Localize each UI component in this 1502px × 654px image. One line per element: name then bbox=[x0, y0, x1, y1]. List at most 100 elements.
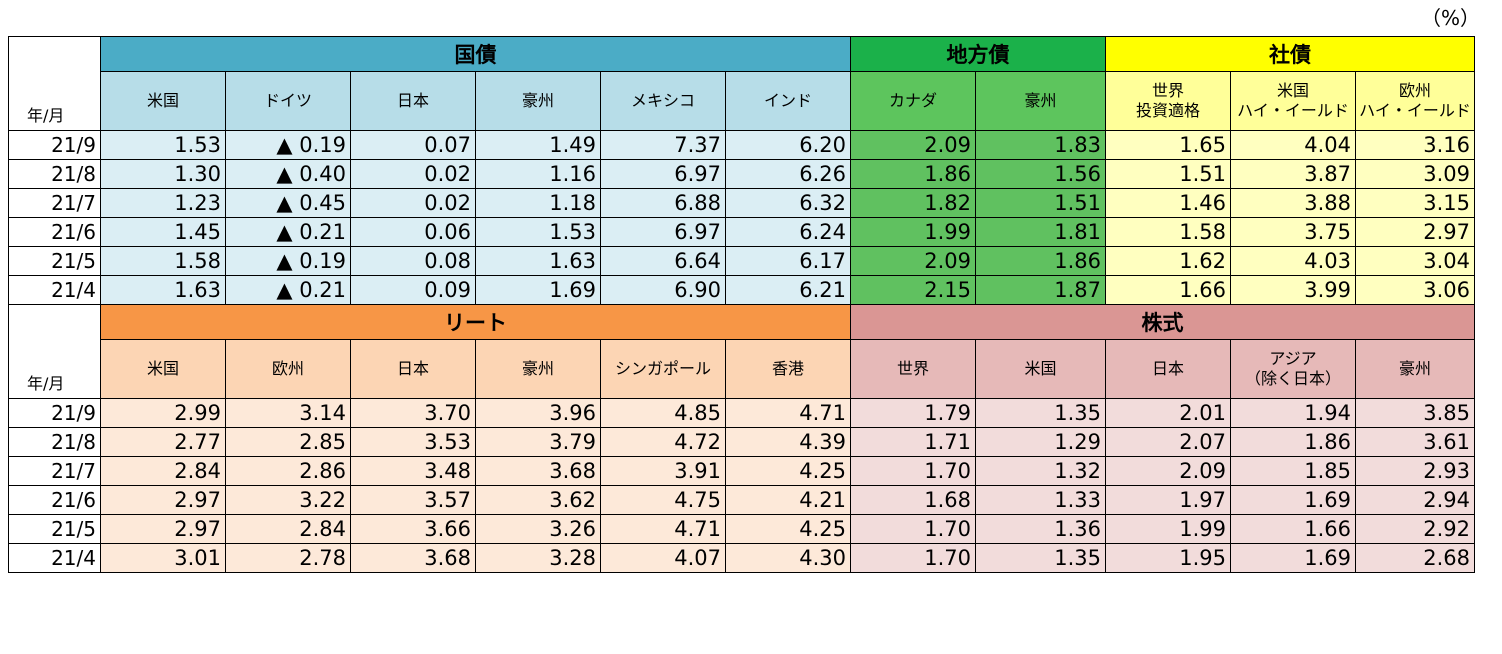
table-cell: 4.21 bbox=[725, 485, 851, 515]
table-cell: 1.86 bbox=[975, 246, 1106, 276]
table-cell: 4.07 bbox=[600, 543, 726, 573]
group-header-shasai: 社債 bbox=[1105, 36, 1475, 72]
table-cell: ▲ 0.19 bbox=[225, 246, 351, 276]
table-cell: 3.04 bbox=[1355, 246, 1475, 276]
row-label: 21/5 bbox=[8, 246, 101, 276]
table-cell: 3.66 bbox=[350, 514, 476, 544]
table-cell: 3.96 bbox=[475, 398, 601, 428]
group-header-kokusai: 国債 bbox=[100, 36, 851, 72]
table-cell: 7.37 bbox=[600, 130, 726, 160]
row-label: 21/5 bbox=[8, 514, 101, 544]
table-cell: ▲ 0.40 bbox=[225, 159, 351, 189]
table-cell: 6.17 bbox=[725, 246, 851, 276]
group-header-reit: リート bbox=[100, 304, 851, 340]
table-cell: 6.21 bbox=[725, 275, 851, 305]
table-cell: 1.87 bbox=[975, 275, 1106, 305]
table-cell: 3.14 bbox=[225, 398, 351, 428]
table-cell: 3.87 bbox=[1230, 159, 1356, 189]
table-row: 21/7 2.84 2.86 3.48 3.68 3.91 4.25 1.70 1.32 2.09… bbox=[8, 456, 1475, 486]
table-cell: 6.64 bbox=[600, 246, 726, 276]
table-cell: 1.63 bbox=[475, 246, 601, 276]
table-cell: 2.97 bbox=[1355, 217, 1475, 247]
table-cell: 1.53 bbox=[100, 130, 226, 160]
table-cell: 1.70 bbox=[850, 543, 976, 573]
table-row: 21/9 1.53 ▲ 0.19 0.07 1.49 7.37 6.20 2.09 1.83 1.… bbox=[8, 130, 1475, 160]
corner-label: 年/月 bbox=[8, 36, 101, 131]
table-cell: 1.70 bbox=[850, 514, 976, 544]
table-row: 21/6 1.45 ▲ 0.21 0.06 1.53 6.97 6.24 1.99 1.81 1.… bbox=[8, 217, 1475, 247]
column-header: 米国 bbox=[100, 71, 226, 131]
table-cell: 2.78 bbox=[225, 543, 351, 573]
table-cell: 1.51 bbox=[975, 188, 1106, 218]
table-cell: 1.18 bbox=[475, 188, 601, 218]
table-cell: ▲ 0.45 bbox=[225, 188, 351, 218]
table-cell: 2.68 bbox=[1355, 543, 1475, 573]
table-cell: 3.91 bbox=[600, 456, 726, 486]
table-cell: 2.94 bbox=[1355, 485, 1475, 515]
table-cell: 1.62 bbox=[1105, 246, 1231, 276]
table-cell: 6.97 bbox=[600, 217, 726, 247]
table-cell: 2.85 bbox=[225, 427, 351, 457]
row-label: 21/4 bbox=[8, 275, 101, 305]
table-cell: 1.23 bbox=[100, 188, 226, 218]
table-cell: 2.97 bbox=[100, 485, 226, 515]
table-cell: 6.20 bbox=[725, 130, 851, 160]
column-header: アジア （除く日本） bbox=[1230, 339, 1356, 399]
table-cell: 3.68 bbox=[475, 456, 601, 486]
table-cell: 1.86 bbox=[1230, 427, 1356, 457]
column-header: 日本 bbox=[350, 71, 476, 131]
table-cell: 3.06 bbox=[1355, 275, 1475, 305]
table-cell: 1.85 bbox=[1230, 456, 1356, 486]
table-cell: 1.99 bbox=[1105, 514, 1231, 544]
table-cell: 1.45 bbox=[100, 217, 226, 247]
table-cell: 1.51 bbox=[1105, 159, 1231, 189]
table-cell: 1.82 bbox=[850, 188, 976, 218]
table-cell: 1.81 bbox=[975, 217, 1106, 247]
table-cell: 3.28 bbox=[475, 543, 601, 573]
column-header: ドイツ bbox=[225, 71, 351, 131]
table-cell: 3.85 bbox=[1355, 398, 1475, 428]
table-cell: 1.58 bbox=[1105, 217, 1231, 247]
row-label: 21/8 bbox=[8, 159, 101, 189]
column-header: 日本 bbox=[1105, 339, 1231, 399]
table-cell: 1.49 bbox=[475, 130, 601, 160]
table-row: 21/9 2.99 3.14 3.70 3.96 4.85 4.71 1.79 1.35 2.01… bbox=[8, 398, 1475, 428]
table-cell: 4.72 bbox=[600, 427, 726, 457]
table-cell: 3.70 bbox=[350, 398, 476, 428]
table-cell: 0.06 bbox=[350, 217, 476, 247]
table-cell: 2.01 bbox=[1105, 398, 1231, 428]
row-label: 21/9 bbox=[8, 398, 101, 428]
table-cell: 4.30 bbox=[725, 543, 851, 573]
top-section: 年/月 国債 地方債 社債 米国 ドイツ 日本 豪州 メキシコ インド カナダ 豪州 世界 投資… bbox=[8, 36, 1475, 305]
table-cell: 3.26 bbox=[475, 514, 601, 544]
table-cell: 2.84 bbox=[100, 456, 226, 486]
row-label: 21/7 bbox=[8, 188, 101, 218]
table-cell: 0.08 bbox=[350, 246, 476, 276]
table-cell: 2.86 bbox=[225, 456, 351, 486]
table-cell: 1.70 bbox=[850, 456, 976, 486]
table-row: 21/5 1.58 ▲ 0.19 0.08 1.63 6.64 6.17 2.09 1.86 1.… bbox=[8, 246, 1475, 276]
table-cell: 6.26 bbox=[725, 159, 851, 189]
table-cell: 0.02 bbox=[350, 188, 476, 218]
table-cell: 1.32 bbox=[975, 456, 1106, 486]
table-cell: 6.97 bbox=[600, 159, 726, 189]
table-cell: 2.09 bbox=[850, 130, 976, 160]
table-cell: 3.57 bbox=[350, 485, 476, 515]
table-row: 21/7 1.23 ▲ 0.45 0.02 1.18 6.88 6.32 1.82 1.51 1.… bbox=[8, 188, 1475, 218]
table-cell: ▲ 0.21 bbox=[225, 217, 351, 247]
table-cell: 1.56 bbox=[975, 159, 1106, 189]
column-header: 米国 bbox=[975, 339, 1106, 399]
table-cell: 6.88 bbox=[600, 188, 726, 218]
table-row: 21/8 2.77 2.85 3.53 3.79 4.72 4.39 1.71 1.29 2.07… bbox=[8, 427, 1475, 457]
table-cell: 2.09 bbox=[1105, 456, 1231, 486]
table-cell: 3.01 bbox=[100, 543, 226, 573]
group-header-chihousai: 地方債 bbox=[850, 36, 1106, 72]
table-cell: 3.22 bbox=[225, 485, 351, 515]
column-header: メキシコ bbox=[600, 71, 726, 131]
bottom-section: 年/月 リート 株式 米国 欧州 日本 豪州 シンガポール 香港 世界 米国 日本 アジア （除く… bbox=[8, 304, 1475, 573]
table-cell: 2.84 bbox=[225, 514, 351, 544]
table-cell: 1.66 bbox=[1230, 514, 1356, 544]
table-cell: 3.48 bbox=[350, 456, 476, 486]
yield-table: 年/月 国債 地方債 社債 米国 ドイツ 日本 豪州 メキシコ インド カナダ 豪州 世界 投資… bbox=[8, 36, 1475, 573]
table-cell: 1.16 bbox=[475, 159, 601, 189]
